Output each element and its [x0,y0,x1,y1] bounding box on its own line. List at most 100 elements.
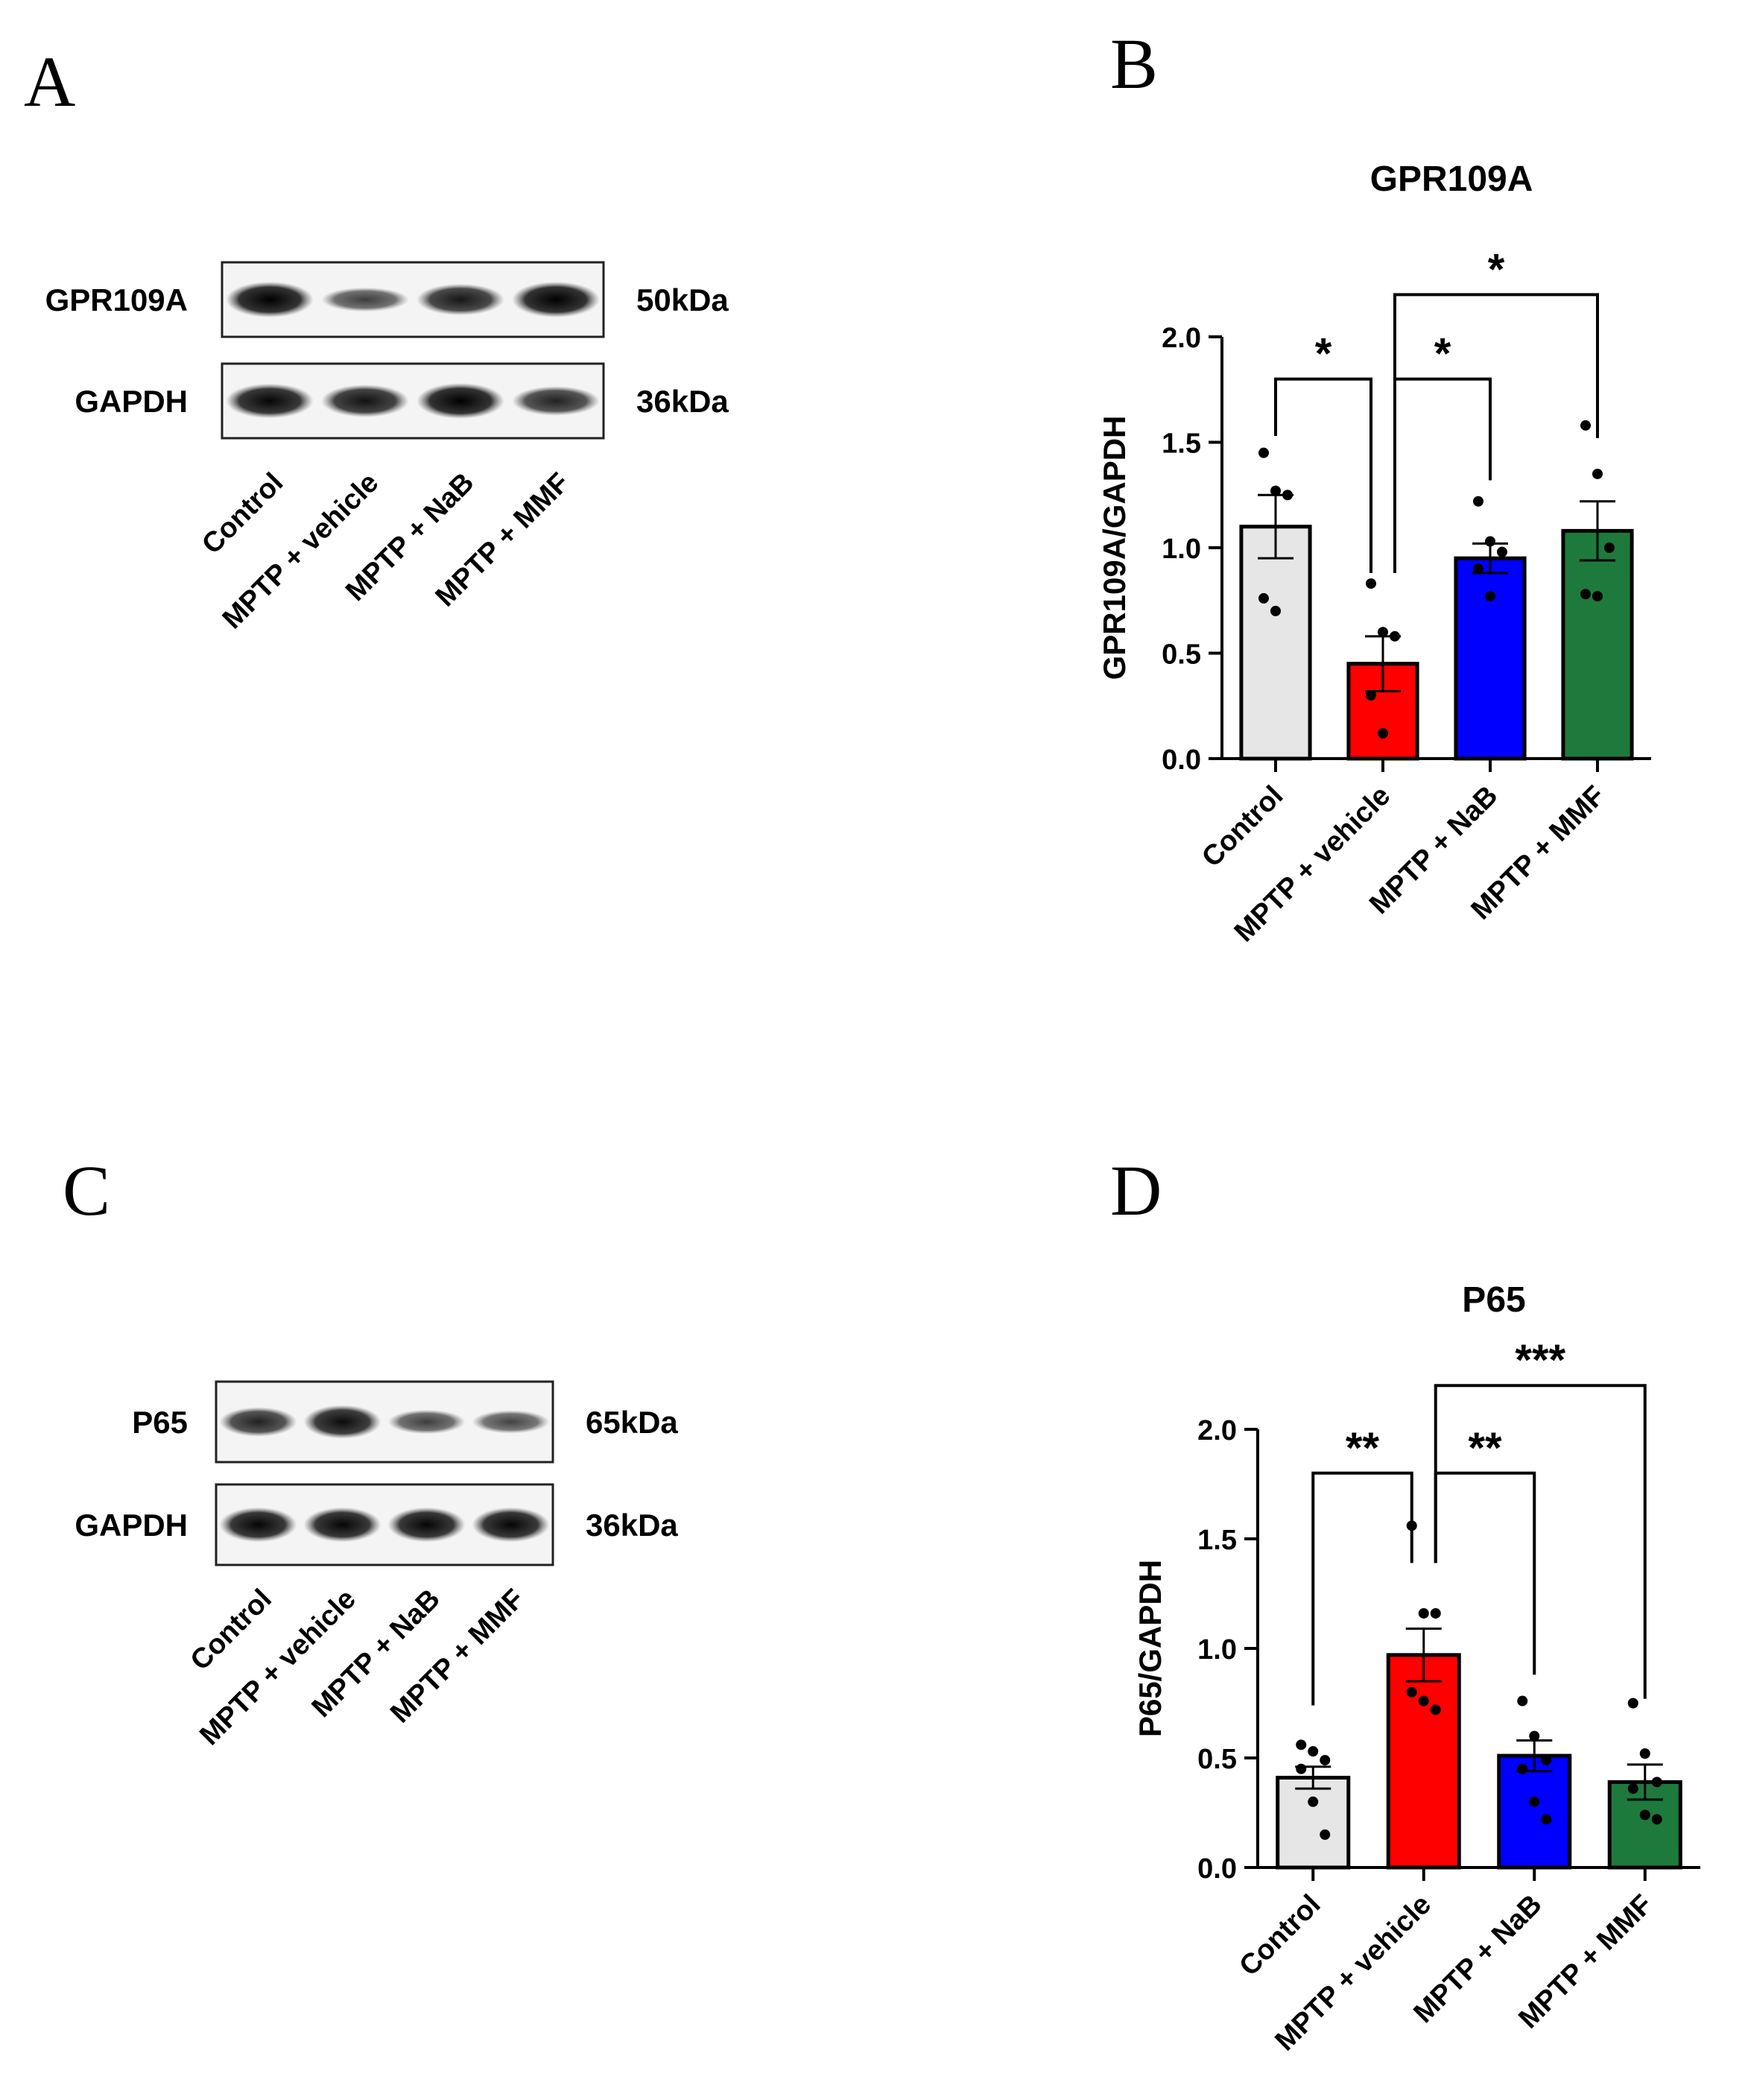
band [417,383,504,419]
data-point [1604,543,1615,553]
y-tick-label: 1.5 [1197,1525,1237,1556]
data-point [1282,490,1293,501]
significance-bracket [1393,293,1599,573]
data-point [1308,1746,1319,1757]
band [226,383,314,419]
y-tick-label: 2.0 [1197,1415,1237,1446]
data-point [1366,690,1376,701]
data-point [1529,1796,1540,1807]
data-point [1639,1809,1650,1821]
panel-label-d: D [1110,1151,1162,1230]
band [512,282,600,317]
bar [1497,1753,1572,1870]
significance-label: ** [1468,1424,1502,1473]
data-point [1296,1763,1307,1774]
molecular-weight-label: 50kDa [636,282,729,317]
band [472,1410,550,1434]
significance-label: * [1488,245,1505,294]
y-tick-label: 1.0 [1162,534,1201,565]
y-tick-label: 0.0 [1197,1853,1237,1885]
protein-label: GAPDH [75,384,188,419]
significance-label: ** [1346,1424,1380,1473]
data-point [1541,1754,1552,1765]
data-point [1580,420,1591,431]
band [512,386,600,416]
band [226,282,314,317]
band [219,1507,297,1543]
data-point [1418,1695,1429,1707]
band [387,1409,466,1435]
y-tick-label: 0.5 [1197,1744,1237,1775]
y-tick-label: 0.5 [1162,639,1201,671]
data-point [1320,1829,1331,1840]
y-tick-label: 0.0 [1162,744,1201,776]
data-point [1627,1698,1638,1709]
y-axis-label: P65/GAPDH [1133,1560,1168,1737]
x-tick-label: Control [1233,1889,1326,1982]
y-tick-label: 2.0 [1162,323,1201,354]
bar [1386,1653,1461,1870]
protein-label: GAPDH [75,1508,188,1543]
data-point [1270,485,1281,496]
data-point [1541,1814,1552,1825]
data-point [1592,591,1603,602]
data-point [1529,1730,1540,1742]
data-point [1418,1607,1429,1619]
significance-label: * [1434,330,1451,379]
data-point [1473,563,1483,575]
data-point [1308,1796,1319,1807]
significance-bracket [1434,1471,1536,1675]
band [472,1507,550,1543]
band [303,1507,381,1543]
data-point [1406,1686,1417,1698]
data-point [1378,627,1388,638]
data-point [1639,1748,1650,1759]
panel-label-b: B [1110,24,1159,104]
data-point [1258,447,1269,458]
data-point [1485,591,1495,602]
data-point [1258,592,1269,604]
band [321,287,409,312]
data-point [1390,630,1400,642]
molecular-weight-label: 36kDa [586,1508,678,1543]
significance-label: * [1315,330,1332,379]
y-tick-label: 1.0 [1197,1634,1237,1666]
data-point [1485,536,1495,547]
significance-bracket [1274,377,1372,573]
y-tick-label: 1.5 [1162,428,1201,460]
panel-label-a: A [24,42,76,121]
bar [1239,525,1312,761]
data-point [1517,1763,1528,1774]
band [219,1407,297,1437]
protein-label: P65 [132,1405,188,1440]
data-point [1296,1739,1307,1750]
protein-label: GPR109A [45,282,188,317]
y-axis-label: GPR109A/GAPDH [1097,416,1132,680]
data-point [1320,1754,1331,1765]
chart-title: GPR109A [1370,159,1533,199]
band [303,1405,381,1439]
data-point [1592,468,1603,479]
chart-title: P65 [1462,1280,1525,1320]
significance-label: *** [1515,1336,1565,1385]
data-point [1580,589,1591,600]
data-point [1497,546,1507,557]
data-point [1627,1783,1638,1794]
data-point [1651,1777,1662,1788]
significance-bracket [1434,1384,1647,1699]
data-point [1430,1607,1441,1619]
data-point [1366,578,1376,589]
molecular-weight-label: 65kDa [586,1405,678,1440]
data-point [1430,1704,1441,1715]
data-point [1378,728,1388,739]
band [417,283,504,316]
band [387,1507,466,1543]
bar [1276,1775,1351,1870]
data-point [1651,1814,1662,1825]
data-point [1517,1695,1528,1707]
molecular-weight-label: 36kDa [636,384,729,419]
